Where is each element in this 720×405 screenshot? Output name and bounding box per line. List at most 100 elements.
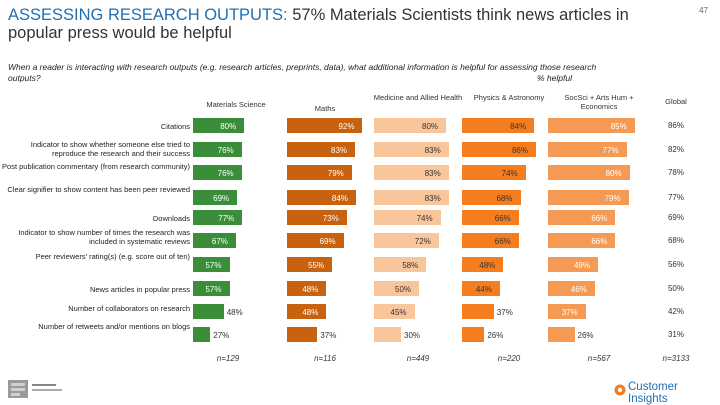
data-label: 83% [424, 146, 441, 155]
bar [374, 165, 449, 180]
bar [193, 281, 230, 296]
data-label: 48% [302, 285, 319, 294]
global-value: 77% [667, 193, 684, 202]
column-header-1: Materials Science [206, 100, 266, 109]
bar [462, 327, 485, 342]
bar [287, 142, 356, 157]
data-label: 49% [573, 261, 590, 270]
bar [193, 165, 242, 180]
column-header-5: SocSci + Arts Hum + Economics [564, 93, 634, 111]
row-label: Citations [160, 122, 190, 131]
sample-size-label: n=567 [587, 354, 611, 363]
bar [287, 118, 363, 133]
row-label: News articles in popular press [89, 285, 190, 294]
data-label: 27% [213, 331, 230, 340]
customer-insights-logo: Customer Insights [614, 380, 714, 405]
data-label: 79% [604, 194, 621, 203]
bar [462, 165, 526, 180]
bar [548, 304, 586, 319]
bar [193, 118, 245, 133]
bar [462, 304, 494, 319]
bar [548, 142, 627, 157]
data-label: 46% [570, 285, 587, 294]
data-label: 76% [217, 169, 234, 178]
bar [462, 210, 519, 225]
bar [287, 304, 327, 319]
bar [374, 233, 439, 248]
row-label: Peer reviewers' rating(s) (e.g. score ou… [35, 252, 190, 261]
data-label: 84% [510, 122, 527, 131]
data-label: 80% [422, 122, 439, 131]
data-label: 80% [220, 122, 237, 131]
sample-size-label: n=449 [406, 354, 430, 363]
data-label: 48% [302, 308, 319, 317]
sample-size-label-global: n=3133 [662, 354, 690, 363]
data-label: 69% [213, 194, 230, 203]
data-label: 66% [494, 237, 511, 246]
bar [193, 210, 243, 225]
data-label: 44% [475, 285, 492, 294]
data-label: 86% [511, 146, 528, 155]
data-label: 57% [205, 285, 222, 294]
column-header-3: Medicine and Allied Health [373, 93, 463, 102]
bar [287, 257, 333, 272]
bar [462, 118, 535, 133]
bar [287, 233, 344, 248]
bar [193, 327, 211, 342]
data-label: 92% [338, 122, 355, 131]
page-number: 47 [699, 6, 708, 15]
bar [374, 142, 449, 157]
data-label: 57% [205, 261, 222, 270]
slide-title: ASSESSING RESEARCH OUTPUTS: 57% Material… [8, 6, 658, 42]
sample-size-label: n=220 [497, 354, 521, 363]
data-label: 30% [404, 331, 421, 340]
bar [462, 257, 504, 272]
bar [374, 304, 415, 319]
bar [462, 142, 536, 157]
data-label: 48% [226, 308, 243, 317]
bar [193, 304, 224, 319]
global-value: 42% [667, 307, 684, 316]
bar [374, 281, 419, 296]
data-label: 74% [416, 214, 433, 223]
data-label: 74% [501, 169, 518, 178]
global-value: 68% [667, 236, 684, 245]
data-label: 83% [331, 146, 348, 155]
title-accent: ASSESSING RESEARCH OUTPUTS: [8, 6, 288, 24]
data-label: 48% [479, 261, 496, 270]
global-value: 82% [667, 145, 684, 154]
row-label: Clear signifier to show content has been… [7, 185, 190, 194]
global-value: 56% [667, 260, 684, 269]
data-label: 84% [331, 194, 348, 203]
data-label: 76% [217, 146, 234, 155]
row-label: Indicator to show number of times the re… [18, 228, 190, 246]
data-label: 58% [402, 261, 419, 270]
data-label: 37% [561, 308, 578, 317]
row-label: Post publication commentary (from resear… [2, 162, 190, 171]
bar [374, 210, 441, 225]
bar [548, 257, 598, 272]
row-label: Number of retweets and/or mentions on bl… [38, 322, 190, 331]
sense-about-science-logo [8, 378, 88, 400]
bar [287, 281, 327, 296]
bar [462, 281, 500, 296]
bar [374, 190, 449, 205]
column-header-global: Global [665, 97, 687, 106]
sample-size-label: n=129 [216, 354, 240, 363]
data-label: 26% [487, 331, 504, 340]
bar [287, 190, 356, 205]
data-label: 50% [395, 285, 412, 294]
bar [193, 233, 236, 248]
data-label: 37% [496, 308, 513, 317]
percent-helpful-note: % helpful [537, 73, 572, 83]
bar [462, 190, 521, 205]
bar [374, 257, 427, 272]
sample-size-label: n=116 [314, 354, 336, 363]
bar [548, 165, 630, 180]
data-label: 77% [218, 214, 235, 223]
data-label: 45% [390, 308, 407, 317]
data-label: 67% [211, 237, 228, 246]
bar [374, 327, 401, 342]
global-value: 69% [667, 213, 684, 222]
bar [287, 327, 318, 342]
